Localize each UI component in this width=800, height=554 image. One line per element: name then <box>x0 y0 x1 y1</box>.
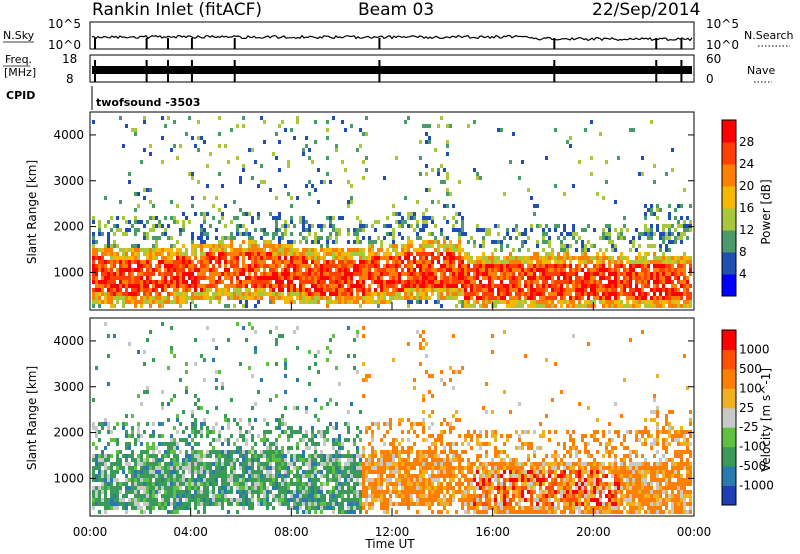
nsky-tick-high: 10^5 <box>48 17 81 31</box>
ytick-1000: 1000 <box>53 471 84 485</box>
xtick-1: 04:00 <box>173 525 208 539</box>
xtick-6: 00:00 <box>677 525 712 539</box>
velocity-heatmap-cells <box>92 322 692 514</box>
xtick-0: 00:00 <box>73 525 108 539</box>
nsearch-label: N.Search <box>744 29 794 42</box>
colorbar-swatch-8 <box>722 330 736 350</box>
freq-label: Freq. <box>5 53 32 66</box>
velocity-colorbar: 1000 500 100 25 -25 -100 -500 -1000 <box>721 329 774 506</box>
power-colorbar-label: Power [dB] <box>759 179 773 244</box>
colorbar-tick-5: -100 <box>739 440 766 454</box>
colorbar-tick-7: -1000 <box>739 479 774 493</box>
colorbar-tick-3: 16 <box>739 201 754 215</box>
power-ylabel: Slant Range [km] <box>25 160 39 264</box>
nsearch-tick-high: 10^5 <box>706 17 739 31</box>
colorbar-tick-2: 12 <box>739 223 754 237</box>
colorbar-swatch-2 <box>722 230 736 253</box>
colorbar-tick-0: 4 <box>739 267 747 281</box>
colorbar-swatch-7 <box>722 120 736 143</box>
colorbar-swatch-3 <box>722 427 736 448</box>
freq-tick-low: 8 <box>66 72 74 86</box>
cpid-label: CPID <box>6 89 35 102</box>
ytick-1000: 1000 <box>53 265 84 279</box>
colorbar-swatch-5 <box>722 388 736 409</box>
date-title: 22/Sep/2014 <box>592 0 700 20</box>
ytick-4000: 4000 <box>53 334 84 348</box>
colorbar-swatch-0 <box>722 274 736 297</box>
cpid-value: twofsound -3503 <box>96 96 200 109</box>
ytick-2000: 2000 <box>53 220 84 234</box>
freq-panel <box>89 54 695 83</box>
colorbar-tick-4: 20 <box>739 179 754 193</box>
colorbar-swatch-7 <box>722 349 736 370</box>
nave-label: Nave <box>747 64 775 77</box>
colorbar-tick-6: -500 <box>739 459 766 473</box>
nsky-tick-low: 10^0 <box>48 38 81 52</box>
colorbar-swatch-6 <box>722 368 736 389</box>
colorbar-tick-3: 25 <box>739 401 754 415</box>
colorbar-swatch-4 <box>722 407 736 428</box>
ytick-4000: 4000 <box>53 128 84 142</box>
ytick-3000: 3000 <box>53 174 84 188</box>
freq-tick-high: 18 <box>62 52 77 66</box>
power-colorbar: 4 8 12 16 20 24 28 <box>721 119 754 297</box>
nsky-panel <box>89 21 695 50</box>
colorbar-swatch-1 <box>722 252 736 275</box>
freq-unit: [MHz] <box>4 66 36 79</box>
nsky-trace <box>91 34 693 42</box>
freq-trace <box>92 66 692 74</box>
colorbar-tick-1: 500 <box>739 362 762 376</box>
colorbar-tick-4: -25 <box>739 420 759 434</box>
power-panel: 1000 2000 3000 4000 <box>53 111 695 311</box>
colorbar-tick-1: 8 <box>739 245 747 259</box>
nave-tick-low: 0 <box>706 72 714 86</box>
station-title: Rankin Inlet (fitACF) <box>92 0 262 20</box>
xtick-3: 12:00 <box>375 525 410 539</box>
xtick-5: 20:00 <box>576 525 611 539</box>
nsky-label: N.Sky <box>3 29 35 42</box>
xtick-2: 08:00 <box>274 525 309 539</box>
colorbar-tick-6: 28 <box>739 135 754 149</box>
ytick-3000: 3000 <box>53 380 84 394</box>
colorbar-swatch-6 <box>722 142 736 165</box>
colorbar-tick-2: 100 <box>739 381 762 395</box>
xtick-4: 16:00 <box>475 525 510 539</box>
colorbar-swatch-2 <box>722 446 736 467</box>
nave-tick-high: 60 <box>706 52 721 66</box>
velocity-xlabel: Time UT <box>364 537 415 551</box>
ytick-2000: 2000 <box>53 426 84 440</box>
colorbar-swatch-1 <box>722 466 736 487</box>
freq-gap-markers <box>94 60 683 82</box>
velocity-colorbar-label: Velocity [m s^-1] <box>759 368 773 472</box>
nsearch-tick-low: 10^0 <box>706 38 739 52</box>
colorbar-swatch-5 <box>722 164 736 187</box>
colorbar-swatch-4 <box>722 186 736 209</box>
nsky-gap-markers <box>94 38 683 49</box>
colorbar-tick-5: 24 <box>739 157 754 171</box>
power-heatmap-cells <box>92 116 692 308</box>
colorbar-swatch-0 <box>722 485 736 506</box>
velocity-ylabel: Slant Range [km] <box>25 366 39 470</box>
beam-title: Beam 03 <box>358 0 434 20</box>
velocity-panel: 1000 2000 3000 4000 00:00 04:00 08:00 12:00 16:… <box>53 302 711 539</box>
colorbar-tick-0: 1000 <box>739 342 770 356</box>
colorbar-swatch-3 <box>722 208 736 231</box>
